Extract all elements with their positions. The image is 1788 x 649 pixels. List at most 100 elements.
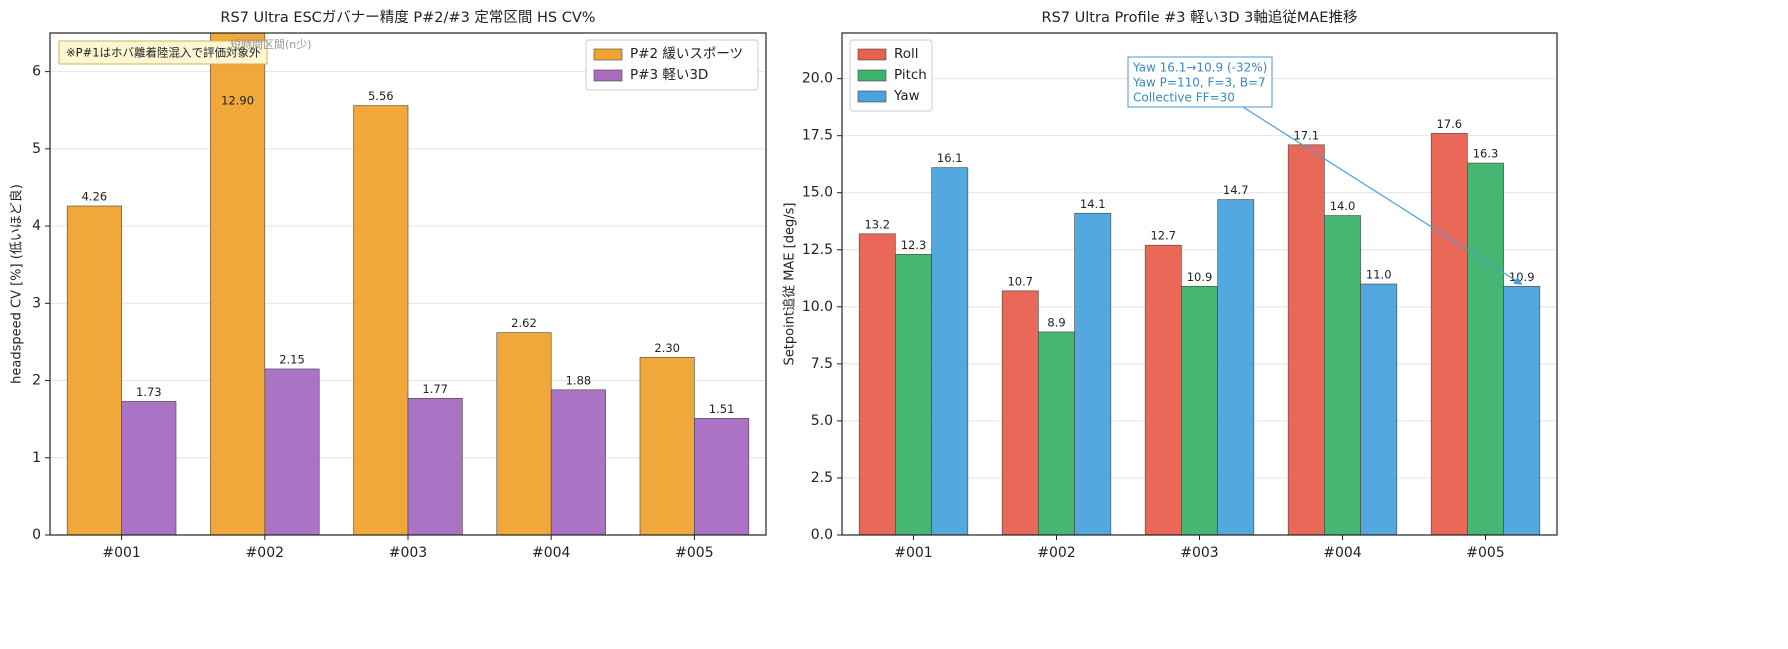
value-label: 17.6 xyxy=(1436,117,1462,131)
bar xyxy=(121,401,177,535)
value-label: 16.3 xyxy=(1473,147,1499,161)
bars xyxy=(858,133,1541,535)
legend-swatch xyxy=(857,69,887,82)
bar xyxy=(1503,285,1541,535)
y-tick-label: 7.5 xyxy=(811,356,833,372)
x-tick-label: #005 xyxy=(1466,545,1504,561)
x-tick-label: #004 xyxy=(532,545,571,561)
value-label: 1.73 xyxy=(136,385,162,399)
x-tick-label: #004 xyxy=(1323,545,1362,561)
y-tick-label: 0 xyxy=(32,527,41,543)
x-tick-label: #005 xyxy=(675,545,713,561)
x-tick-label: #003 xyxy=(389,545,427,561)
value-label: 14.7 xyxy=(1223,183,1249,197)
bar xyxy=(1430,133,1468,535)
bar xyxy=(550,389,606,535)
annotation: Collective FF=30 xyxy=(1133,91,1235,105)
note: 短時間区間(n少) xyxy=(230,37,312,51)
bar xyxy=(496,332,552,535)
value-label: 2.30 xyxy=(654,341,680,355)
value-label: 16.1 xyxy=(937,151,963,165)
y-tick-label: 20.0 xyxy=(802,71,833,87)
annotation-box xyxy=(1127,56,1273,108)
legend-label: Pitch xyxy=(894,67,927,83)
legend-label: Yaw xyxy=(893,88,920,104)
value-label: 14.0 xyxy=(1330,199,1356,213)
y-tick-label: 2.5 xyxy=(811,470,833,486)
annotation-arrow xyxy=(1242,106,1523,285)
bar xyxy=(1360,283,1398,535)
y-tick-label: 4 xyxy=(32,218,41,234)
bar xyxy=(1181,285,1218,535)
legend-swatch xyxy=(593,69,623,82)
value-label: 13.2 xyxy=(864,217,890,231)
value-label: 1.88 xyxy=(566,373,592,387)
value-label: 10.7 xyxy=(1007,274,1033,288)
y-tick-label: 15.0 xyxy=(802,185,833,201)
y-tick-label: 17.5 xyxy=(802,128,833,144)
x-tick-label: #001 xyxy=(102,545,140,561)
annotation: ※P#1はホバ離着陸混入で評価対象外 xyxy=(66,46,261,60)
value-label: 12.3 xyxy=(901,238,927,252)
bar xyxy=(407,398,463,535)
value-label: 12.7 xyxy=(1150,229,1176,243)
bar xyxy=(1038,331,1075,535)
value-label: 11.0 xyxy=(1366,268,1392,282)
value-label: 10.9 xyxy=(1509,270,1535,284)
plot-frame xyxy=(841,32,1558,536)
value-label: 17.1 xyxy=(1293,128,1319,142)
legend-box xyxy=(585,39,759,91)
bars xyxy=(66,33,750,535)
legend-swatch xyxy=(857,48,887,61)
legend-swatch xyxy=(857,90,887,103)
value-label: 4.26 xyxy=(82,189,108,203)
annotation-box xyxy=(58,40,268,65)
bar xyxy=(264,368,320,535)
value-label: 10.9 xyxy=(1187,270,1213,284)
legend-label: P#2 緩いスポーツ xyxy=(630,46,743,62)
bar xyxy=(639,357,695,535)
bar xyxy=(1217,199,1255,535)
value-label: 8.9 xyxy=(1047,315,1065,329)
y-axis-label: headspeed CV [%] (低いほど良) xyxy=(9,184,25,384)
bar xyxy=(1001,290,1039,535)
bar xyxy=(694,418,750,535)
bar xyxy=(1324,215,1361,535)
bar xyxy=(931,167,969,535)
value-label: 5.56 xyxy=(368,89,394,103)
bar xyxy=(1467,162,1504,535)
y-tick-label: 2 xyxy=(32,373,41,389)
y-tick-label: 10.0 xyxy=(802,299,833,315)
y-tick-label: 1 xyxy=(32,450,41,466)
value-label: 14.1 xyxy=(1080,197,1106,211)
value-label: 2.15 xyxy=(279,352,305,366)
y-axis-label: Setpoint追従 MAE [deg/s] xyxy=(782,203,798,366)
legend-label: Roll xyxy=(894,46,919,62)
bar xyxy=(1287,144,1325,535)
y-tick-label: 12.5 xyxy=(802,242,833,258)
y-tick-label: 0.0 xyxy=(811,527,833,543)
value-label: 1.77 xyxy=(422,382,448,396)
y-tick-label: 5 xyxy=(32,141,41,157)
legend-swatch xyxy=(593,48,623,61)
y-tick-label: 3 xyxy=(32,295,41,311)
chart-title: RS7 Ultra ESCガバナー精度 P#2/#3 定常区間 HS CV% xyxy=(220,9,595,26)
legend-label: P#3 軽い3D xyxy=(630,67,708,83)
value-label: 1.51 xyxy=(709,402,735,416)
bar xyxy=(858,233,896,535)
x-tick-label: #002 xyxy=(246,545,284,561)
y-tick-label: 6 xyxy=(32,64,41,80)
bar xyxy=(1074,212,1112,535)
chart-title: RS7 Ultra Profile #3 軽い3D 3軸追従MAE推移 xyxy=(1042,9,1358,26)
plot-frame xyxy=(49,32,767,536)
bar xyxy=(66,205,122,535)
annotation: Yaw 16.1→10.9 (-32%) xyxy=(1132,61,1267,75)
x-tick-label: #003 xyxy=(1180,545,1218,561)
annotation: Yaw P=110, F=3, B=7 xyxy=(1132,76,1266,90)
bar xyxy=(1144,244,1182,535)
x-tick-label: #002 xyxy=(1037,545,1075,561)
bar xyxy=(210,33,266,535)
y-tick-label: 5.0 xyxy=(811,413,833,429)
value-label: 2.62 xyxy=(511,316,537,330)
